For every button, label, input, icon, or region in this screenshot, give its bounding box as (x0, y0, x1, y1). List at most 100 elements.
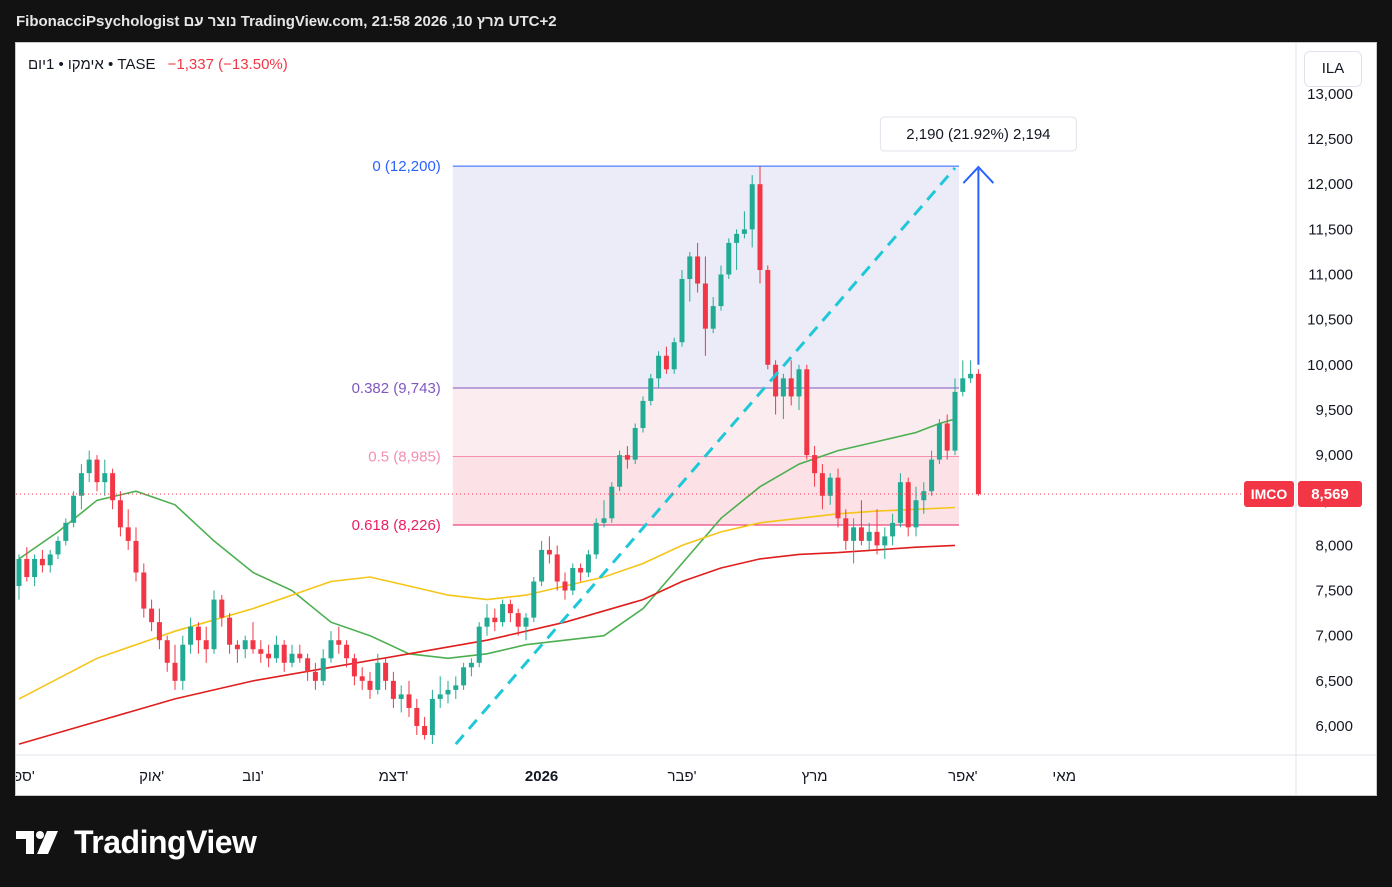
candle-body (944, 423, 950, 451)
price-tick-label: 12,000 (1307, 176, 1353, 193)
candle-body (406, 694, 412, 708)
candle-body (929, 459, 935, 492)
candle-body (663, 355, 669, 370)
price-tick-label: 8,000 (1315, 537, 1353, 554)
candle-body (242, 640, 248, 650)
candle-body (765, 269, 771, 365)
candle-body (484, 617, 490, 627)
candle-body (921, 491, 927, 501)
candle-body (656, 355, 662, 379)
price-tick-label: 7,000 (1315, 628, 1353, 645)
trend-line[interactable] (454, 166, 957, 746)
candle-body (398, 694, 404, 699)
candle-body (351, 658, 357, 677)
time-tick-label: פבר' (667, 768, 696, 785)
price-tick-label: 11,000 (1308, 267, 1353, 284)
measure-label-box (879, 116, 1077, 152)
price-tick-label: 11,500 (1308, 221, 1353, 238)
candle-body (539, 549, 545, 582)
candle-body (897, 482, 903, 523)
last-price-badge (1298, 481, 1362, 508)
price-tick-label: 9,000 (1315, 447, 1353, 464)
candle-body (141, 572, 147, 609)
fib-level-label: 0.618 (8,226) (352, 517, 441, 534)
candle-body (250, 640, 256, 650)
candle-body (86, 459, 92, 474)
fib-level-label: 0.5 (8,985) (368, 448, 441, 465)
candle-body (94, 459, 100, 483)
candle-body (593, 522, 599, 555)
candle-body (63, 522, 69, 541)
candle-body (110, 473, 116, 501)
candle-body (234, 644, 240, 650)
time-tick-label: נוב' (242, 768, 264, 785)
candle-body (640, 400, 646, 429)
candle-body (601, 518, 607, 523)
candle-body (913, 500, 919, 528)
time-tick-label: אפר' (948, 768, 978, 785)
candle-body (47, 554, 53, 566)
candle-body (734, 233, 740, 243)
candle-body (858, 527, 864, 541)
candle-body (468, 662, 474, 668)
last-price-label: 8,569 (1311, 486, 1349, 503)
candle-body (383, 662, 389, 681)
candle-body (445, 689, 451, 695)
candle-body (164, 640, 170, 663)
candle-body (211, 599, 217, 650)
top-bar: FibonacciPsychologist נוצר עם TradingVie… (0, 0, 1392, 42)
candle-body (819, 473, 825, 496)
candle-body (780, 378, 786, 397)
chart-frame[interactable]: אימקו • 1יום • TASE −1,337 (−13.50%) ILA… (15, 42, 1377, 796)
price-chart[interactable]: 6,0006,5007,0007,5008,0008,5009,0009,500… (16, 43, 1376, 795)
candle-body (812, 455, 818, 474)
candle-body (102, 473, 108, 483)
candle-body (741, 229, 747, 234)
price-tick-label: 6,000 (1315, 718, 1353, 735)
symbol-legend[interactable]: אימקו • 1יום • TASE −1,337 (−13.50%) (28, 56, 288, 73)
candle-body (172, 662, 178, 681)
moving-average-line (18, 506, 956, 700)
price-tick-label: 10,500 (1307, 312, 1353, 329)
candle-body (726, 242, 732, 275)
fib-level-label: 0 (12,200) (372, 158, 440, 175)
price-tick-label: 13,000 (1307, 86, 1353, 103)
candle-body (156, 622, 162, 641)
candle-body (227, 617, 233, 645)
candle-body (117, 500, 123, 528)
time-tick-label: מאי (1052, 768, 1076, 785)
candle-body (32, 558, 38, 578)
candle-body (531, 581, 537, 618)
candle-body (188, 626, 194, 645)
candle-body (773, 364, 779, 397)
candle-body (882, 536, 888, 546)
candle-body (718, 274, 724, 307)
symbol-badge-label: IMCO (1251, 486, 1288, 502)
time-tick-label: אוק' (139, 768, 164, 785)
candle-body (687, 256, 693, 280)
fib-zone (452, 388, 959, 457)
candle-body (851, 527, 857, 541)
candle-body (149, 608, 155, 623)
price-tick-label: 12,500 (1307, 131, 1353, 148)
candle-body (203, 640, 209, 650)
candle-body (788, 378, 794, 397)
candle-body (414, 707, 420, 726)
candle-body (546, 549, 552, 555)
currency-button[interactable]: ILA (1304, 51, 1362, 87)
candle-body (359, 676, 365, 681)
candle-body (71, 495, 77, 523)
candle-body (437, 694, 443, 699)
tradingview-logo-icon (16, 831, 58, 854)
footer-brand: TradingView (16, 822, 257, 862)
candle-body (843, 518, 849, 541)
candle-body (515, 613, 521, 627)
time-tick-label: מרץ (802, 768, 828, 785)
candle-body (492, 617, 498, 623)
candle-body (55, 540, 61, 555)
time-tick-label: 2026 (525, 768, 558, 785)
candle-body (312, 671, 318, 681)
brand-name: TradingView (74, 823, 257, 860)
candle-body (874, 531, 880, 546)
candle-body (78, 473, 84, 496)
